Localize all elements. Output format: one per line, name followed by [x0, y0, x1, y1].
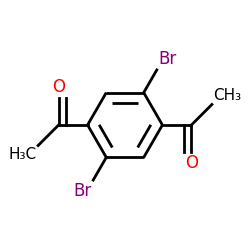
Text: O: O: [185, 154, 198, 172]
Text: Br: Br: [158, 50, 176, 68]
Text: CH₃: CH₃: [213, 88, 241, 102]
Text: O: O: [52, 78, 65, 96]
Text: Br: Br: [74, 182, 92, 200]
Text: H₃C: H₃C: [9, 148, 37, 162]
